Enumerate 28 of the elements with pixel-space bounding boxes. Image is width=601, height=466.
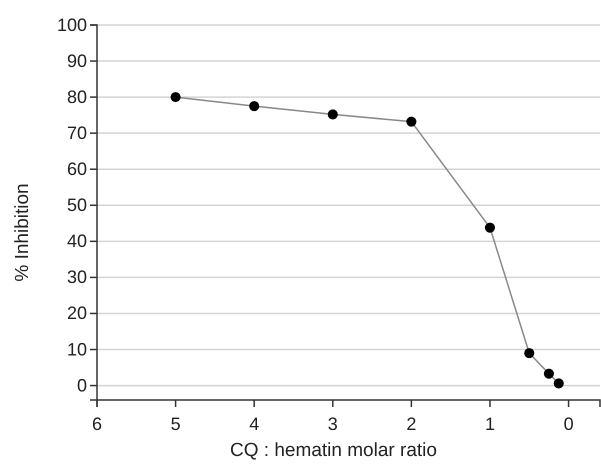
y-tick-label: 20 [66, 303, 87, 324]
x-tick-label: 2 [406, 414, 416, 434]
x-tick-label: 0 [564, 414, 574, 434]
point [544, 368, 554, 379]
point [484, 222, 496, 233]
point [524, 348, 534, 358]
y-axis-title: % Inhibition [12, 183, 33, 282]
y-tick-label: 70 [66, 122, 87, 143]
point [328, 109, 338, 120]
y-tick-label: 40 [66, 231, 87, 252]
y-tick-label: 10 [66, 339, 87, 360]
x-tick-label: 5 [170, 414, 181, 434]
y-tick-label: 50 [66, 195, 87, 216]
x-tick-label: 3 [328, 414, 338, 434]
point [249, 101, 260, 112]
y-tick-label: 30 [66, 267, 87, 288]
x-tick-label: 6 [92, 414, 102, 434]
point [554, 378, 564, 388]
y-tick-label: 0 [76, 375, 87, 396]
point [406, 116, 416, 127]
point [170, 92, 181, 102]
x-tick-label: 1 [484, 414, 495, 434]
x-axis-title: CQ : hematin molar ratio [230, 440, 437, 461]
x-tick-label: 4 [249, 414, 260, 434]
y-tick-label: 90 [66, 50, 87, 71]
y-tick-label: 80 [66, 86, 87, 107]
y-tick-label: 60 [66, 158, 87, 179]
y-tick-label: 100 [56, 14, 87, 35]
